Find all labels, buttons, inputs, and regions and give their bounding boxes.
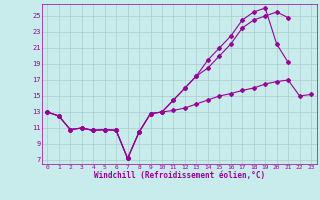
X-axis label: Windchill (Refroidissement éolien,°C): Windchill (Refroidissement éolien,°C): [94, 171, 265, 180]
